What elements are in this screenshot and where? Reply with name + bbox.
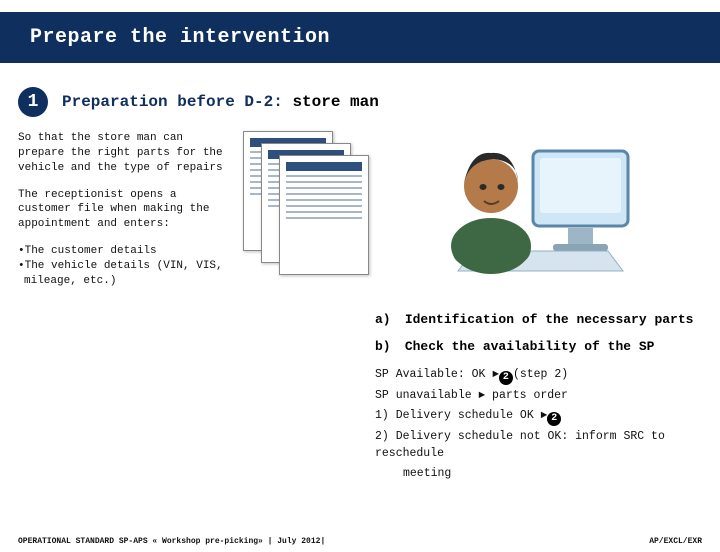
- task-b-letter: b): [375, 339, 397, 354]
- intro-bullets: •The customer details •The vehicle detai…: [18, 244, 233, 289]
- documents-illustration: [243, 131, 368, 296]
- intro-p1: So that the store man can prepare the ri…: [18, 131, 233, 176]
- step-number-badge: 1: [18, 87, 48, 117]
- section-heading: Preparation before D-2: store man: [62, 93, 379, 111]
- content-row: So that the store man can prepare the ri…: [0, 131, 720, 296]
- detail-line-3: 1) Delivery schedule OK ►2: [375, 407, 705, 426]
- intro-bullet-2: •The vehicle details (VIN, VIS, mileage,…: [18, 259, 233, 289]
- detail-line-1: SP Available: OK ►2(step 2): [375, 366, 705, 385]
- task-a-letter: a): [375, 312, 397, 327]
- step2-badge: 2: [547, 412, 561, 426]
- task-b: b) Check the availability of the SP: [375, 339, 705, 354]
- task-a: a) Identification of the necessary parts: [375, 312, 705, 327]
- task-detail: SP Available: OK ►2(step 2) SP unavailab…: [375, 366, 705, 483]
- document-icon: [279, 155, 369, 275]
- section-heading-sub: store man: [292, 93, 378, 111]
- footer-right: AP/EXCL/EXR: [649, 537, 702, 546]
- arrow-icon: ►: [541, 410, 548, 422]
- task-a-text: Identification of the necessary parts: [405, 312, 694, 327]
- section-heading-main: Preparation before D-2:: [62, 93, 292, 111]
- person-computer-illustration: [378, 131, 678, 296]
- page-title: Prepare the intervention: [30, 26, 330, 49]
- footer-left: OPERATIONAL STANDARD SP-APS « Workshop p…: [18, 537, 325, 546]
- task-b-text: Check the availability of the SP: [405, 339, 655, 354]
- step-number: 1: [28, 92, 39, 112]
- section-header-row: 1 Preparation before D-2: store man: [18, 87, 720, 117]
- intro-text: So that the store man can prepare the ri…: [18, 131, 233, 296]
- detail-line-4: 2) Delivery schedule not OK: inform SRC …: [375, 428, 705, 464]
- intro-p2: The receptionist opens a customer file w…: [18, 188, 233, 233]
- step2-badge: 2: [499, 371, 513, 385]
- page-title-bar: Prepare the intervention: [0, 12, 720, 63]
- tasks-block: a) Identification of the necessary parts…: [375, 312, 705, 485]
- detail-line-5: meeting: [375, 465, 705, 483]
- intro-bullet-1: •The customer details: [18, 244, 233, 259]
- footer: OPERATIONAL STANDARD SP-APS « Workshop p…: [18, 537, 702, 546]
- arrow-icon: ►: [492, 369, 499, 381]
- detail-line-2: SP unavailable ► parts order: [375, 387, 705, 405]
